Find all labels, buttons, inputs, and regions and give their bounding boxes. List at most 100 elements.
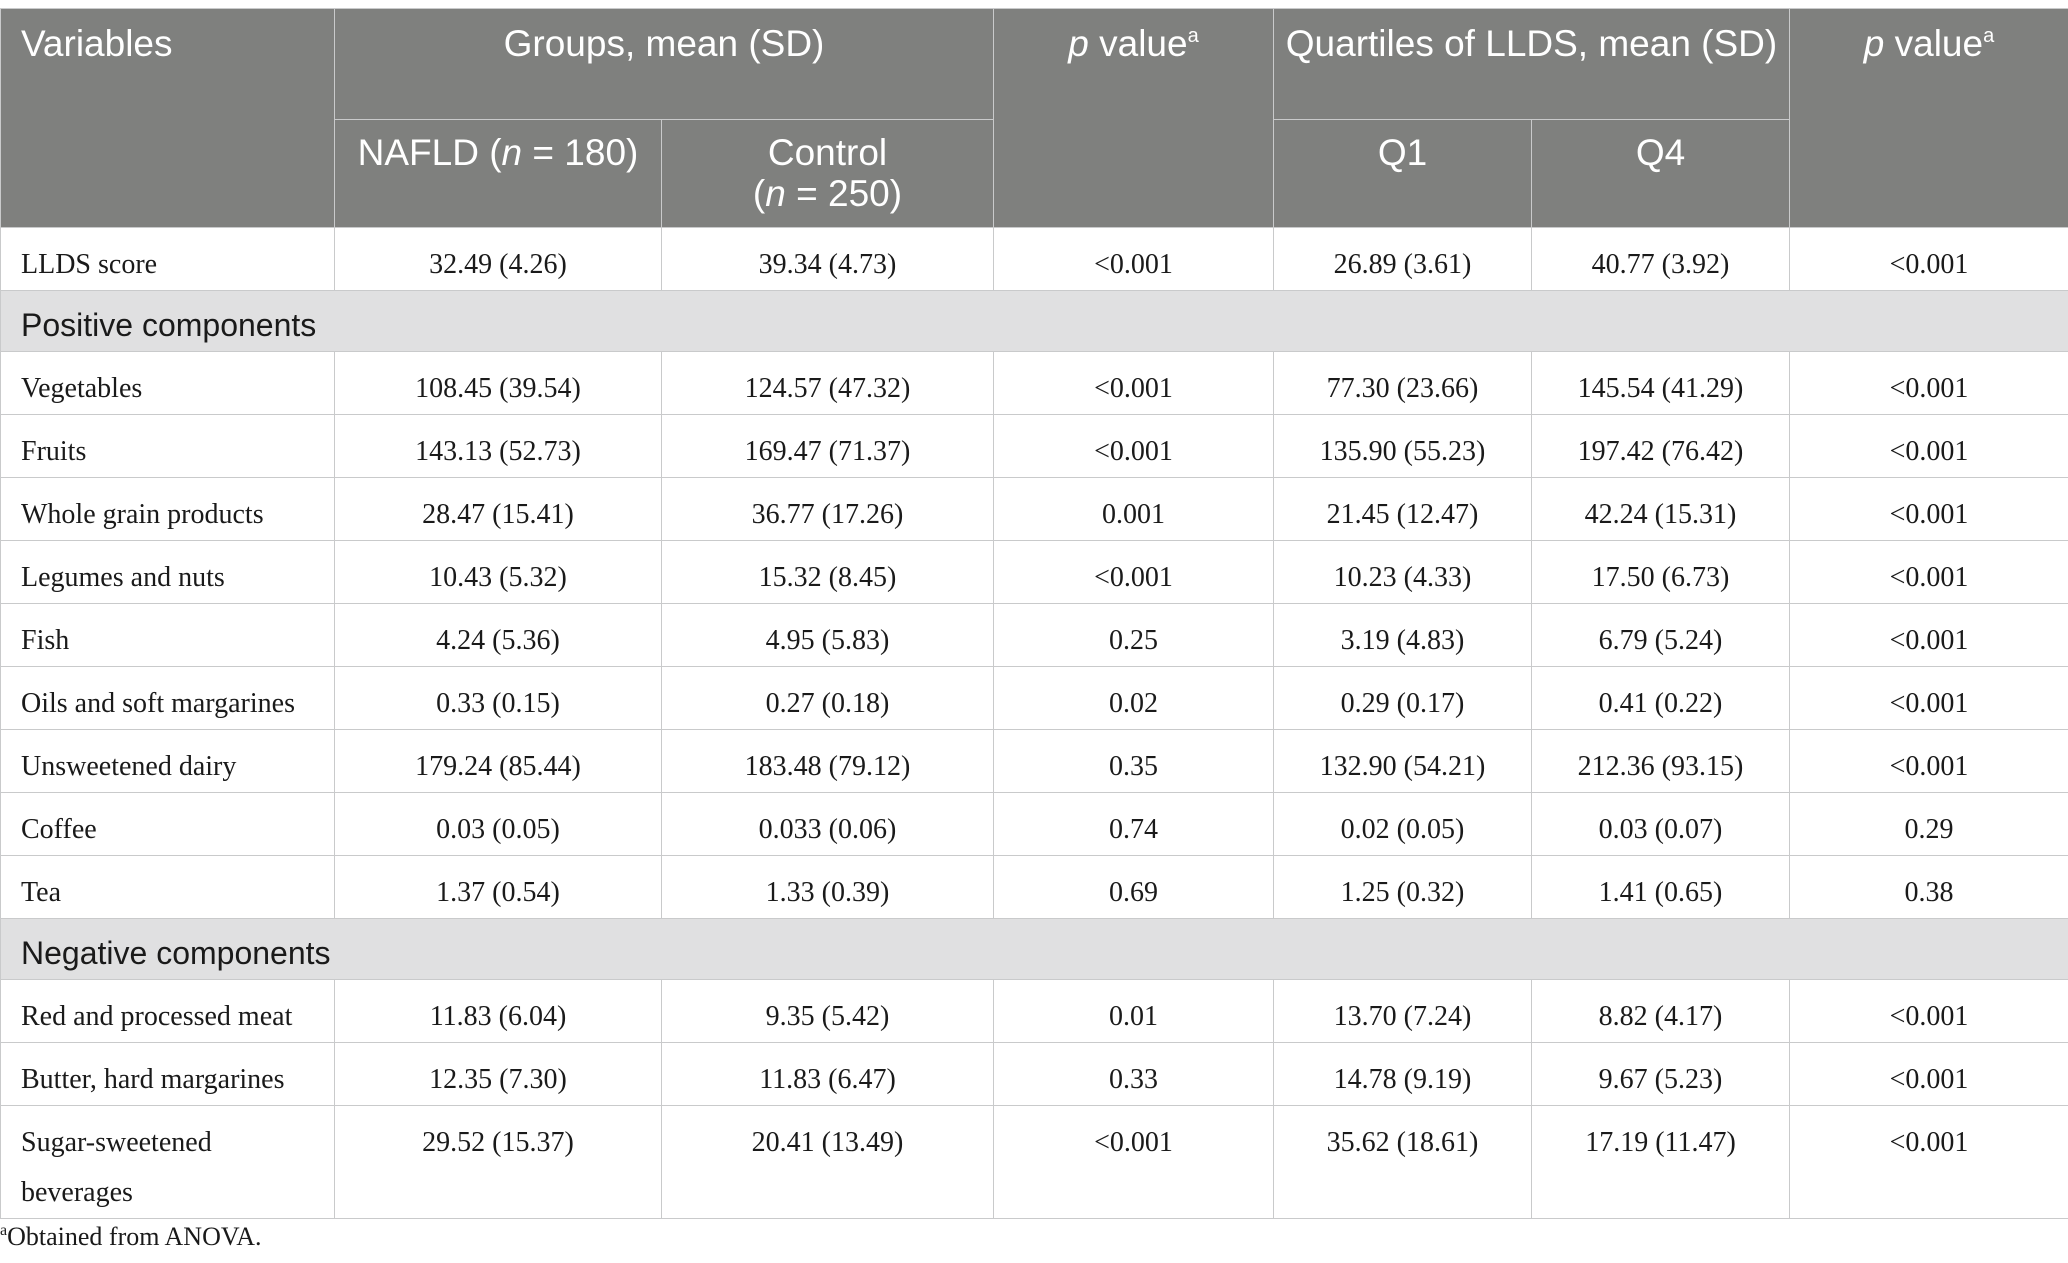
cell-value: <0.001	[1789, 666, 2068, 730]
cell-value: 0.001	[993, 477, 1274, 541]
cell-value: 10.23 (4.33)	[1273, 540, 1532, 604]
cell-variable: LLDS score	[0, 227, 335, 291]
table-row: LLDS score 32.49 (4.26) 39.34 (4.73) <0.…	[0, 227, 2068, 291]
cell-value: 0.74	[993, 792, 1274, 856]
cell-value: 132.90 (54.21)	[1273, 729, 1532, 793]
cell-value: 20.41 (13.49)	[661, 1105, 994, 1219]
cell-value: 0.38	[1789, 855, 2068, 919]
cell-variable: Oils and soft margarines	[0, 666, 335, 730]
table-row: Tea 1.37 (0.54) 1.33 (0.39) 0.69 1.25 (0.32)…	[0, 855, 2068, 919]
cell-value: 0.27 (0.18)	[661, 666, 994, 730]
cell-value: <0.001	[1789, 351, 2068, 415]
cell-value: 9.35 (5.42)	[661, 979, 994, 1043]
footnote: aObtained from ANOVA.	[0, 1222, 262, 1251]
cell-value: <0.001	[1789, 414, 2068, 478]
cell-value: 10.43 (5.32)	[334, 540, 662, 604]
header-groups: Groups, mean (SD)	[334, 8, 994, 120]
table-row: Vegetables 108.45 (39.54) 124.57 (47.32) <0…	[0, 351, 2068, 415]
header-q4: Q4	[1531, 119, 1790, 228]
table-row: Sugar-sweetened beverages 29.52 (15.37) 2…	[0, 1105, 2068, 1219]
section-row-negative: Negative components	[0, 918, 2068, 980]
cell-value: 3.19 (4.83)	[1273, 603, 1532, 667]
cell-variable: Whole grain products	[0, 477, 335, 541]
cell-value: <0.001	[1789, 477, 2068, 541]
cell-value: 11.83 (6.47)	[661, 1042, 994, 1106]
cell-value: 40.77 (3.92)	[1531, 227, 1790, 291]
cell-value: 0.69	[993, 855, 1274, 919]
cell-value: 0.33	[993, 1042, 1274, 1106]
cell-value: <0.001	[1789, 979, 2068, 1043]
cell-value: 39.34 (4.73)	[661, 227, 994, 291]
table-row: Red and processed meat 11.83 (6.04) 9.35 (…	[0, 979, 2068, 1043]
data-table: Variables Groups, mean (SD) p valuea Qua…	[0, 8, 2068, 1219]
header-control: Control (n = 250)	[661, 119, 994, 228]
cell-value: <0.001	[1789, 603, 2068, 667]
cell-value: <0.001	[993, 540, 1274, 604]
cell-value: 77.30 (23.66)	[1273, 351, 1532, 415]
cell-value: 0.03 (0.07)	[1531, 792, 1790, 856]
table-row: Oils and soft margarines 0.33 (0.15) 0.27 …	[0, 666, 2068, 730]
cell-value: <0.001	[1789, 729, 2068, 793]
header-p-value-quartiles: p valuea	[1789, 8, 2068, 228]
cell-value: 0.03 (0.05)	[334, 792, 662, 856]
cell-value: 0.33 (0.15)	[334, 666, 662, 730]
header-quartiles: Quartiles of LLDS, mean (SD)	[1273, 8, 1790, 120]
cell-value: 35.62 (18.61)	[1273, 1105, 1532, 1219]
cell-variable: Fruits	[0, 414, 335, 478]
cell-value: <0.001	[993, 1105, 1274, 1219]
table-row: Fruits 143.13 (52.73) 169.47 (71.37) <0.001…	[0, 414, 2068, 478]
cell-value: <0.001	[1789, 1042, 2068, 1106]
header-nafld: NAFLD (n = 180)	[334, 119, 662, 228]
cell-value: 0.35	[993, 729, 1274, 793]
cell-variable: Tea	[0, 855, 335, 919]
cell-value: <0.001	[993, 227, 1274, 291]
cell-value: 42.24 (15.31)	[1531, 477, 1790, 541]
cell-value: 183.48 (79.12)	[661, 729, 994, 793]
cell-value: 124.57 (47.32)	[661, 351, 994, 415]
cell-value: 169.47 (71.37)	[661, 414, 994, 478]
cell-value: 15.32 (8.45)	[661, 540, 994, 604]
section-title-positive: Positive components	[0, 290, 2068, 352]
cell-value: 26.89 (3.61)	[1273, 227, 1532, 291]
cell-variable: Sugar-sweetened beverages	[0, 1105, 335, 1219]
cell-value: 135.90 (55.23)	[1273, 414, 1532, 478]
cell-variable: Unsweetened dairy	[0, 729, 335, 793]
section-row-positive: Positive components	[0, 290, 2068, 352]
cell-value: 0.41 (0.22)	[1531, 666, 1790, 730]
cell-value: 0.02	[993, 666, 1274, 730]
cell-value: 21.45 (12.47)	[1273, 477, 1532, 541]
cell-value: 28.47 (15.41)	[334, 477, 662, 541]
cell-variable: Vegetables	[0, 351, 335, 415]
cell-value: 1.41 (0.65)	[1531, 855, 1790, 919]
cell-variable: Butter, hard margarines	[0, 1042, 335, 1106]
cell-value: 1.25 (0.32)	[1273, 855, 1532, 919]
cell-value: 4.24 (5.36)	[334, 603, 662, 667]
cell-value: <0.001	[993, 351, 1274, 415]
cell-variable: Fish	[0, 603, 335, 667]
cell-value: 17.19 (11.47)	[1531, 1105, 1790, 1219]
cell-variable: Legumes and nuts	[0, 540, 335, 604]
cell-value: <0.001	[993, 414, 1274, 478]
cell-value: 197.42 (76.42)	[1531, 414, 1790, 478]
cell-value: 0.01	[993, 979, 1274, 1043]
cell-value: 179.24 (85.44)	[334, 729, 662, 793]
table-row: Unsweetened dairy 179.24 (85.44) 183.48 (7…	[0, 729, 2068, 793]
cell-value: 4.95 (5.83)	[661, 603, 994, 667]
cell-value: 0.29	[1789, 792, 2068, 856]
cell-value: 0.29 (0.17)	[1273, 666, 1532, 730]
cell-value: 212.36 (93.15)	[1531, 729, 1790, 793]
header-variables: Variables	[0, 8, 335, 228]
table-row: Butter, hard margarines 12.35 (7.30) 11.83…	[0, 1042, 2068, 1106]
cell-value: 108.45 (39.54)	[334, 351, 662, 415]
header-q1: Q1	[1273, 119, 1532, 228]
cell-value: 1.33 (0.39)	[661, 855, 994, 919]
cell-value: 17.50 (6.73)	[1531, 540, 1790, 604]
cell-value: 36.77 (17.26)	[661, 477, 994, 541]
cell-value: 1.37 (0.54)	[334, 855, 662, 919]
cell-value: 29.52 (15.37)	[334, 1105, 662, 1219]
cell-value: 12.35 (7.30)	[334, 1042, 662, 1106]
table-row: Legumes and nuts 10.43 (5.32) 15.32 (8.45)…	[0, 540, 2068, 604]
cell-value: 0.02 (0.05)	[1273, 792, 1532, 856]
table-row: Whole grain products 28.47 (15.41) 36.77 (…	[0, 477, 2068, 541]
cell-variable: Red and processed meat	[0, 979, 335, 1043]
